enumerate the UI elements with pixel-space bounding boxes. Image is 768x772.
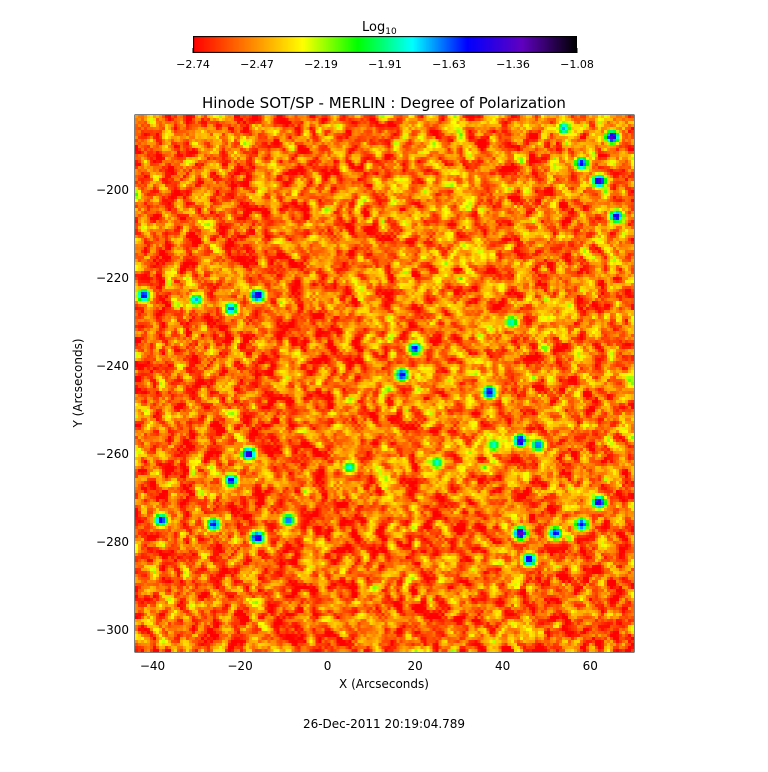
y-tick-label: −220 [96, 271, 129, 285]
colorbar [193, 36, 577, 53]
colorbar-tick-label: −2.74 [176, 58, 210, 71]
y-axis-label: Y (Arcseconds) [71, 338, 85, 428]
x-tick-label: −40 [140, 659, 165, 673]
colorbar-tick-label: −1.63 [432, 58, 466, 71]
timestamp: 26-Dec-2011 20:19:04.789 [303, 717, 465, 731]
colorbar-tick-label: −2.19 [304, 58, 338, 71]
y-tick-label: −280 [96, 535, 129, 549]
colorbar-label-sub: 10 [385, 27, 397, 37]
colorbar-tick-label: −1.08 [560, 58, 594, 71]
chart-title: Hinode SOT/SP - MERLIN : Degree of Polar… [202, 94, 566, 112]
heatmap-image [135, 115, 634, 652]
y-tick-label: −240 [96, 359, 129, 373]
x-tick-label: −20 [227, 659, 252, 673]
x-axis-label: X (Arcseconds) [339, 677, 429, 691]
y-tick-label: −260 [96, 447, 129, 461]
colorbar-tick-label: −1.36 [496, 58, 530, 71]
colorbar-tick-label: −1.91 [368, 58, 402, 71]
colorbar-ticks: −2.74 −2.47 −2.19 −1.91 −1.63 −1.36 −1.08 [176, 48, 594, 71]
x-tick-label: 20 [407, 659, 422, 673]
y-tick-label: −300 [96, 623, 129, 637]
x-tick-label: 0 [324, 659, 332, 673]
colorbar-label-base: Log [362, 20, 385, 35]
colorbar-label: Log10 [362, 20, 397, 37]
colorbar-tick-label: −2.47 [240, 58, 274, 71]
x-tick-label: 40 [495, 659, 510, 673]
y-tick-label: −200 [96, 183, 129, 197]
x-tick-label: 60 [583, 659, 598, 673]
